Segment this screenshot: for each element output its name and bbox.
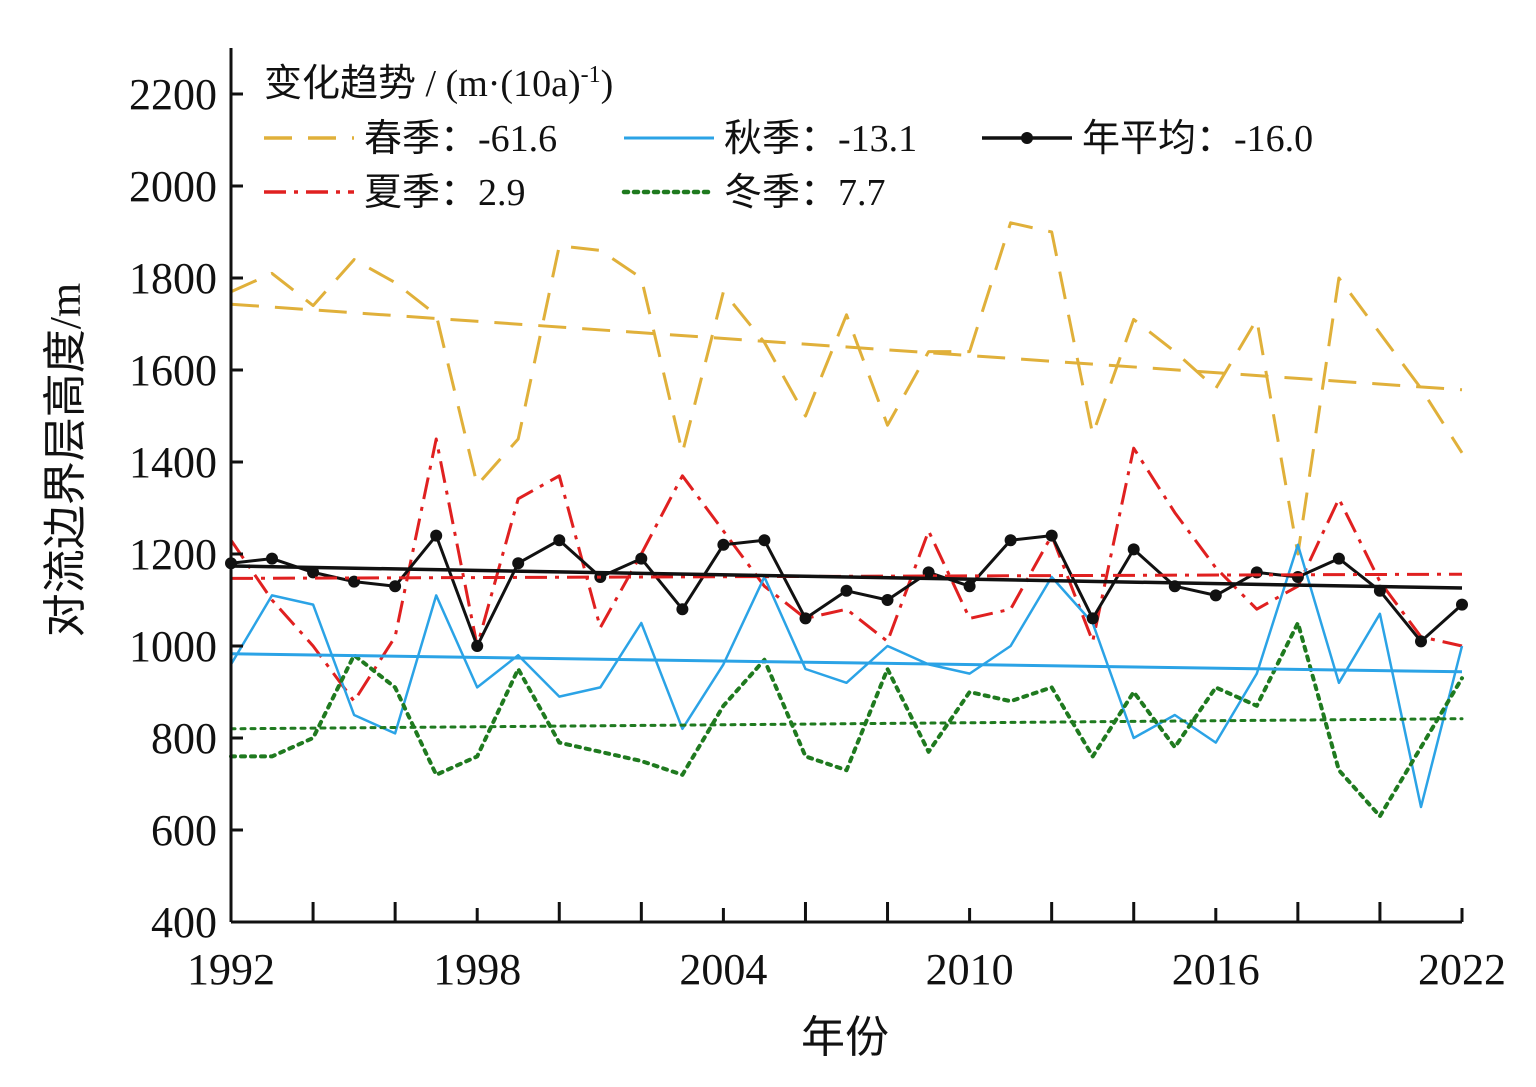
data-point-annual-2009 [922, 566, 935, 579]
y-tick-label: 2200 [129, 70, 217, 119]
y-tick-label: 600 [151, 806, 217, 855]
series-line-autumn [229, 543, 1464, 809]
axes: 400 600 800 1000 1200 1400 1600 1800 2000 2200 199… [129, 48, 1506, 994]
data-point-annual-2002 [635, 552, 648, 565]
data-point-annual-2004 [717, 538, 730, 551]
x-tick-label: 2004 [679, 945, 767, 994]
data-point-annual-2008 [881, 594, 894, 606]
trend-line-annual [230, 564, 1463, 590]
y-tick-label: 2000 [129, 162, 217, 211]
data-point-annual-2021 [1415, 635, 1427, 648]
legend-label-summer: 夏季：2.9 [364, 172, 526, 214]
legend-label-autumn: 秋季：-13.1 [724, 118, 917, 160]
x-tick-label: 1998 [433, 945, 521, 994]
legend-label-annual: 年平均：-16.0 [1082, 118, 1313, 160]
data-point-annual-1998 [471, 640, 484, 652]
legend-label-winter: 冬季：7.7 [724, 172, 886, 214]
data-point-annual-2016 [1209, 589, 1222, 602]
trend-line-winter [229, 717, 1464, 731]
data-point-annual-2003 [676, 603, 689, 616]
legend-label-spring: 春季：-61.6 [364, 118, 557, 160]
trend-line-spring [230, 302, 1463, 392]
y-tick-label: 1400 [129, 438, 217, 487]
data-point-annual-2013 [1086, 612, 1099, 625]
legend-title: 变化趋势 / (m·(10a)-1) [264, 62, 613, 105]
trend-layer [229, 302, 1464, 731]
data-point-annual-2011 [1004, 534, 1017, 547]
data-point-annual-2022 [1456, 598, 1468, 611]
data-point-annual-2000 [553, 534, 566, 547]
data-point-annual-1993 [266, 552, 278, 565]
trend-line-autumn [230, 652, 1463, 674]
data-point-annual-1994 [307, 566, 320, 579]
data-point-annual-2012 [1045, 529, 1058, 542]
y-tick-label: 1200 [129, 530, 217, 579]
trend-line-summer [230, 572, 1463, 580]
data-point-annual-2005 [758, 534, 771, 547]
data-point-annual-2019 [1332, 552, 1345, 565]
y-axis-title: 对流边界层高度/m [41, 283, 90, 637]
data-point-annual-2006 [799, 612, 812, 625]
y-tick-label: 1800 [129, 254, 217, 303]
x-tick-label: 2010 [926, 945, 1014, 994]
series-layer [225, 221, 1468, 819]
legend: 变化趋势 / (m·(10a)-1) 春季：-61.6 夏季：2.9 秋季：-13.1… [264, 62, 1313, 214]
data-point-annual-1997 [430, 529, 443, 542]
x-tick-label: 1992 [187, 945, 275, 994]
x-axis-title: 年份 [801, 1013, 889, 1062]
series-line-winter [229, 621, 1464, 819]
legend-marker-annual [1021, 132, 1033, 144]
data-point-annual-2010 [963, 580, 976, 593]
data-point-annual-1996 [389, 580, 402, 593]
data-point-annual-1999 [512, 557, 525, 570]
data-point-annual-2007 [840, 584, 853, 597]
data-point-annual-2018 [1291, 571, 1304, 583]
series-line-summer [229, 437, 1463, 703]
y-tick-label: 1600 [129, 346, 217, 395]
y-tick-label: 400 [151, 898, 217, 947]
x-tick-label: 2016 [1172, 945, 1260, 994]
series-line-spring [230, 221, 1464, 556]
x-tick-label: 2022 [1418, 945, 1506, 994]
data-point-annual-2014 [1127, 543, 1140, 556]
data-point-annual-2017 [1250, 566, 1263, 579]
y-tick-label: 1000 [129, 622, 217, 671]
y-tick-label: 800 [151, 714, 217, 763]
